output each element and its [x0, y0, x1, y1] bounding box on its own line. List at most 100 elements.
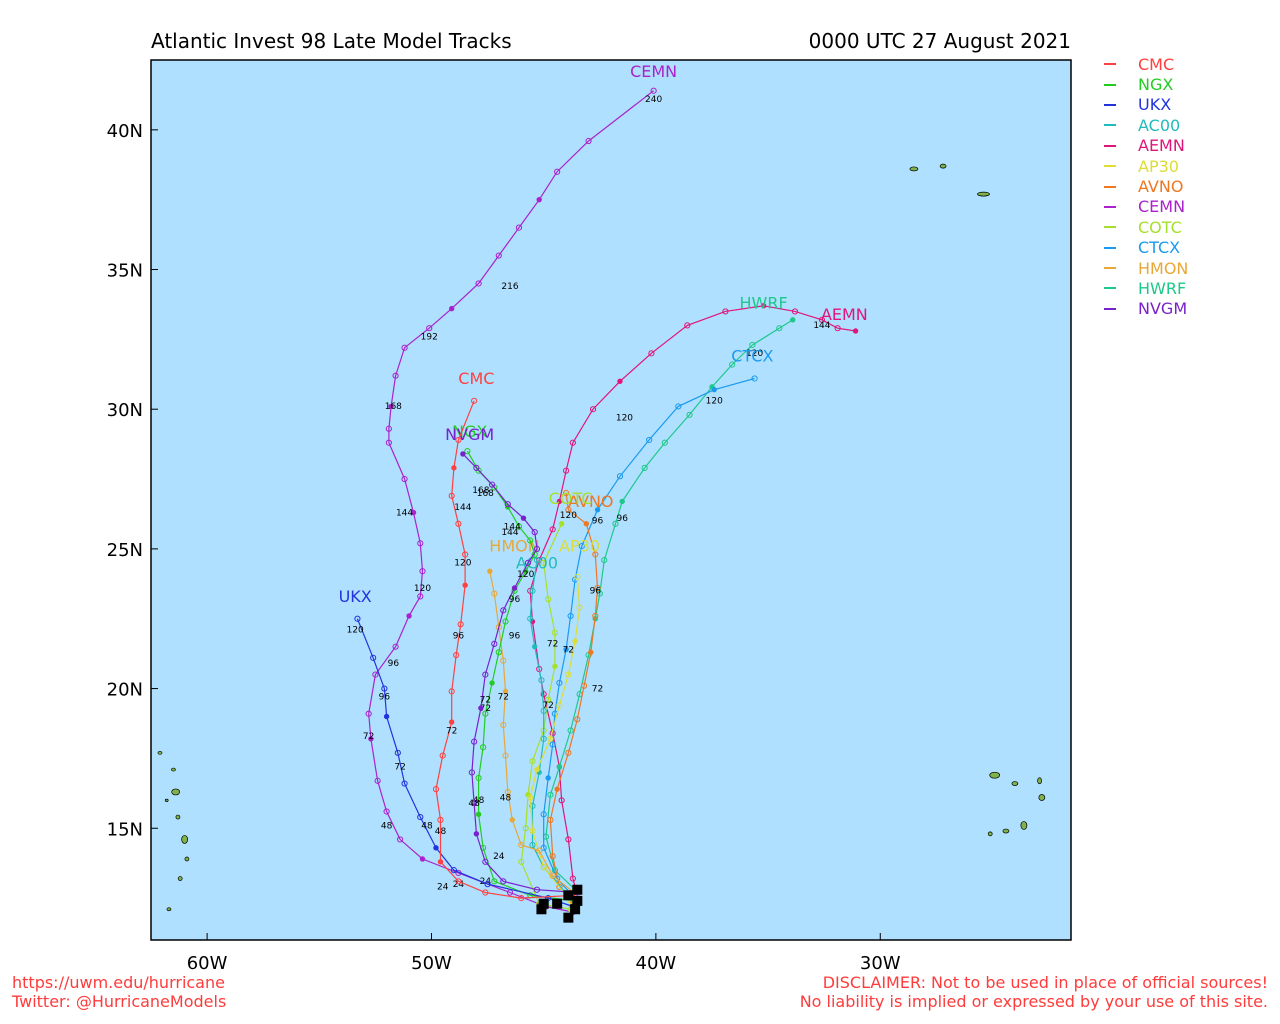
track-end-label: AEMN [821, 305, 868, 324]
forecast-hour-label: 120 [706, 397, 723, 407]
track-point [500, 878, 507, 885]
legend-item-hmon: HMON [1104, 258, 1188, 278]
track-point [529, 758, 536, 765]
track-point [482, 889, 489, 896]
start-markers [536, 884, 583, 923]
track-point [433, 845, 439, 851]
legend-item-ukx: UKX [1104, 95, 1188, 115]
track-point [549, 526, 556, 533]
track-end-label: CEMN [630, 62, 677, 81]
track-line [462, 453, 578, 894]
island-outline [157, 750, 163, 755]
track-point [569, 875, 576, 882]
legend-label: CTCX [1138, 238, 1181, 258]
track-point [574, 716, 581, 723]
track-point [565, 836, 572, 843]
track-point [495, 624, 502, 631]
track-point [410, 509, 417, 516]
track-point [495, 649, 502, 656]
forecast-hour-label: 96 [590, 587, 602, 597]
track-point [450, 867, 458, 874]
forecast-hour-label: 72 [542, 701, 553, 711]
island-outline [175, 814, 181, 820]
forecast-hour-label: 72 [394, 763, 405, 773]
initial-position-marker [570, 904, 581, 915]
island-outline [1002, 828, 1010, 834]
forecast-hour-label: 24 [437, 883, 449, 893]
islands [157, 163, 1046, 912]
track-point [432, 786, 440, 793]
track-point [383, 713, 390, 720]
forecast-hour-label: 24 [493, 852, 505, 862]
track-point [791, 308, 799, 315]
track-point [417, 540, 424, 547]
track-point [567, 727, 574, 734]
y-tick-label: 40N [107, 121, 143, 142]
initial-position-marker [552, 898, 563, 909]
track-point [451, 465, 457, 471]
track-point [563, 646, 569, 653]
track-point [475, 774, 482, 782]
track-line [356, 618, 574, 908]
track-point [558, 521, 565, 527]
track-point [834, 325, 841, 332]
track-point [372, 671, 379, 678]
track-point [580, 682, 588, 689]
legend-label: AEMN [1138, 136, 1185, 156]
track-point [448, 719, 455, 725]
track-point [527, 537, 534, 544]
track-point [401, 344, 408, 351]
track-point [617, 378, 623, 384]
track-point [556, 702, 563, 709]
track-point [583, 521, 590, 527]
track-point [852, 328, 859, 334]
track-point [529, 827, 536, 835]
track-end-label: CMC [458, 369, 494, 388]
legend-item-nvgm: NVGM [1104, 299, 1188, 319]
track-point [646, 436, 653, 444]
track-point [484, 881, 491, 888]
track-point [383, 808, 390, 815]
forecast-hour-label: 96 [592, 517, 604, 527]
track-point [417, 813, 424, 821]
track-point [536, 196, 542, 203]
track-point [460, 451, 466, 457]
track-point [394, 749, 401, 756]
track-point [437, 859, 444, 865]
track-point [533, 545, 541, 552]
track-point [661, 439, 668, 446]
legend-label: CEMN [1138, 197, 1186, 217]
track-point [751, 375, 758, 382]
island-outline [171, 788, 181, 796]
track-point [491, 590, 498, 597]
track-point [790, 317, 796, 323]
legend-label: NVGM [1138, 299, 1188, 319]
legend-item-hwrf: HWRF [1104, 278, 1188, 298]
track-point [475, 811, 482, 817]
track-ap30: 72 AP30 [527, 537, 600, 904]
track-point [686, 411, 693, 418]
forecast-hour-label: 48 [381, 821, 393, 831]
track-point [455, 878, 462, 885]
track-point [520, 515, 527, 521]
x-tick-label: 40W [636, 953, 677, 974]
website-link[interactable]: https://uwm.edu/hurricane [12, 973, 225, 992]
track-point [439, 752, 446, 759]
forecast-hour-label: 96 [509, 595, 521, 605]
island-outline [181, 835, 189, 844]
legend-label: AP30 [1138, 156, 1179, 176]
track-point [554, 786, 560, 792]
legend-item-aemn: AEMN [1104, 136, 1188, 156]
legend-swatch [1104, 144, 1116, 147]
track-point [648, 350, 655, 357]
initial-position-marker [572, 895, 583, 906]
island-outline [987, 831, 993, 837]
track-point [563, 489, 570, 497]
track-point [518, 858, 525, 865]
island-outline [184, 856, 190, 862]
twitter-handle[interactable]: Twitter: @HurricaneModels [12, 992, 227, 1011]
track-point [495, 252, 502, 259]
